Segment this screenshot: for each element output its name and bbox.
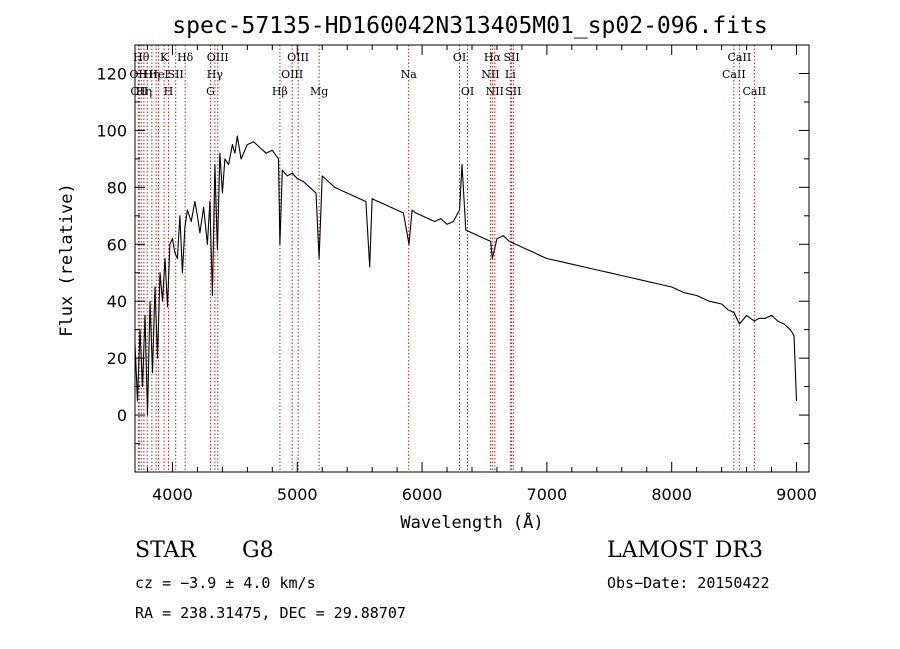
object-type: STAR [135, 538, 196, 563]
line-marker-label: Hγ [207, 68, 224, 81]
y-axis-label: Flux (relative) [57, 183, 77, 337]
spectral-subclass: G8 [242, 538, 274, 563]
line-marker-label: Hθ [133, 51, 150, 64]
line-marker-label: CaII [742, 85, 766, 98]
obs-date: Obs−Date: 20150422 [607, 574, 770, 592]
x-axis: 4000 5000 6000 7000 8000 9000 [146, 45, 817, 504]
line-marker-label: Na [401, 68, 418, 81]
line-marker-label: OIII [207, 51, 229, 64]
x-tick-label: 6000 [402, 485, 443, 504]
line-marker-label: OIII [287, 51, 309, 64]
line-marker-label: Hβ [272, 85, 288, 98]
line-marker-label: K [160, 51, 169, 64]
chart-title: spec-57135-HD160042N313405M01_sp02-096.f… [172, 13, 767, 39]
line-marker-label: G [206, 85, 215, 98]
line-marker-label: NII [486, 85, 504, 98]
line-marker-label: CaII [728, 51, 752, 64]
line-marker-label: Li [505, 68, 516, 81]
flux-series [134, 135, 798, 416]
line-marker-label: SII [503, 51, 519, 64]
line-marker-label: Hα [484, 51, 502, 64]
line-marker-label: Mg [310, 85, 328, 98]
y-tick-label: 0 [117, 406, 127, 425]
line-marker-label: SII [505, 85, 521, 98]
line-marker-label: NII [481, 68, 499, 81]
line-marker-label: Hδ [177, 51, 194, 64]
line-marker-label: Hη [136, 85, 152, 98]
y-tick-label: 100 [96, 121, 127, 140]
survey-name: LAMOST DR3 [607, 538, 763, 563]
coordinates-text: RA = 238.31475, DEC = 29.88707 [135, 604, 406, 622]
y-tick-label: 80 [107, 178, 127, 197]
spectral-line-markers: OIIOIIHθHηHηHeIKHSIIHδGHγOIIIHβOIIIOIIIM… [130, 45, 766, 472]
x-tick-label: 5000 [277, 485, 318, 504]
y-tick-label: 120 [96, 64, 127, 83]
line-marker-label: OI [461, 85, 474, 98]
line-marker-label: CaII [722, 68, 746, 81]
x-tick-label: 9000 [776, 485, 817, 504]
line-marker-label: OI [453, 51, 466, 64]
line-marker-label: SII [168, 68, 184, 81]
x-tick-label: 7000 [527, 485, 568, 504]
redshift-text: cz = −3.9 ± 4.0 km/s [135, 574, 316, 592]
flux-line [134, 135, 798, 416]
y-tick-label: 20 [107, 349, 127, 368]
y-tick-label: 60 [107, 235, 127, 254]
line-marker-label: OIII [281, 68, 303, 81]
line-marker-label: OII [130, 68, 148, 81]
y-axis: 0 20 40 60 80 100 120 [96, 64, 809, 445]
x-tick-label: 8000 [651, 485, 692, 504]
line-marker-label: H [164, 85, 174, 98]
x-axis-label: Wavelength (Å) [400, 511, 543, 533]
y-tick-label: 40 [107, 292, 127, 311]
x-tick-label: 4000 [152, 485, 193, 504]
plot-frame [134, 44, 810, 473]
line-marker-label: HeI [148, 68, 168, 81]
